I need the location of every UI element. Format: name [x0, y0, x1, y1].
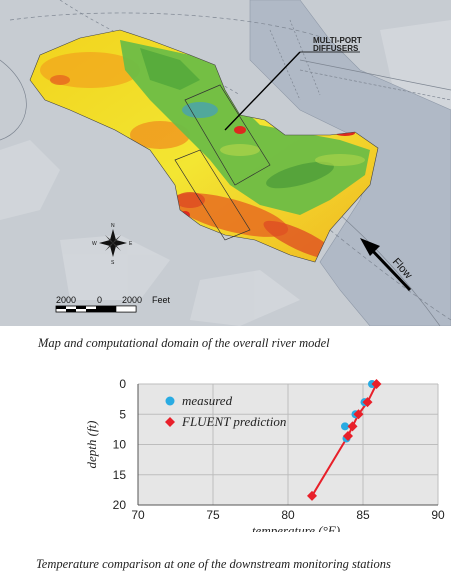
scale-label-left: 2000 [56, 295, 76, 305]
flow-arrow [360, 238, 412, 292]
x-tick-label-1: 75 [206, 508, 220, 522]
prediction-point-3 [347, 421, 358, 432]
scale-unit: Feet [152, 295, 171, 305]
x-tick-label-4: 90 [431, 508, 445, 522]
prediction-point-0 [371, 379, 382, 389]
x-tick-label-0: 70 [131, 508, 145, 522]
y-tick-label-4: 20 [113, 498, 127, 512]
compass-w: W [92, 241, 97, 247]
chart-caption: Temperature comparison at one of the dow… [36, 557, 391, 571]
scale-label-mid: 0 [97, 295, 102, 305]
scale-bar: 2000 0 2000 Feet [55, 295, 171, 313]
y-tick-label-0: 0 [119, 377, 126, 391]
x-tick-label-2: 80 [281, 508, 295, 522]
domain-outline [29, 29, 379, 263]
compass-n: N [111, 223, 115, 229]
compass-e: E [129, 241, 133, 247]
diffuser-label-line2: DIFFUSERS [313, 44, 359, 53]
prediction-point-1 [362, 397, 373, 408]
river-channel [249, 0, 451, 326]
y-tick-label-3: 15 [113, 468, 127, 482]
map-caption: Map and computational domain of the over… [38, 336, 330, 350]
legend-label-0: measured [182, 393, 233, 408]
y-tick-label-1: 5 [119, 407, 126, 421]
compass-rose-icon: N S E W [92, 223, 133, 266]
measured-point-3 [341, 422, 349, 431]
x-axis-title: temperature (°F) [252, 523, 340, 532]
road-lines [0, 0, 451, 326]
prediction-point-4 [343, 431, 353, 442]
y-tick-label-2: 10 [113, 438, 127, 452]
compass-s: S [111, 260, 115, 266]
river-model-map: MULTI-PORT DIFFUSERS Flow N S E W 2000 0… [0, 0, 451, 326]
diffuser-label-line1: MULTI-PORT [313, 36, 362, 45]
y-axis-title: depth (ft) [84, 420, 99, 468]
scale-label-right: 2000 [122, 295, 142, 305]
temperature-depth-chart: 0 5 10 15 20 70 75 80 85 90 temperature (°F) depth … [84, 377, 445, 532]
x-tick-label-3: 85 [356, 508, 370, 522]
subdomain-boxes [174, 84, 271, 241]
prediction-point-5 [307, 490, 317, 501]
prediction-point-2 [353, 409, 364, 420]
legend-marker-prediction [165, 417, 175, 427]
diffuser-pointer-line [224, 51, 301, 131]
legend-marker-measured [165, 396, 175, 406]
legend-label-1: FLUENT prediction [181, 414, 286, 429]
